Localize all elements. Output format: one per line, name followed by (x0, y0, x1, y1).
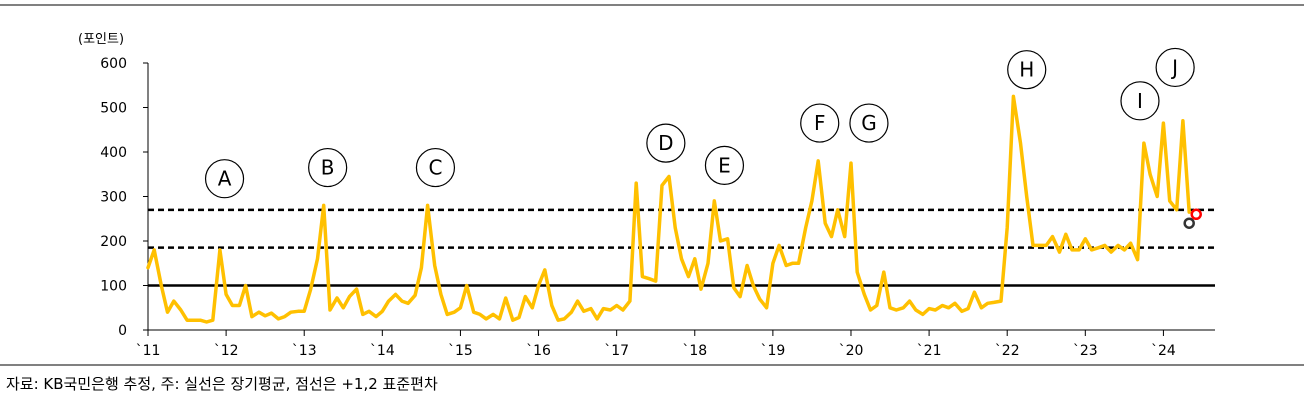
y-tick-label: 600 (100, 56, 127, 72)
annotation-circle (800, 103, 840, 143)
y-tick-label: 0 (118, 323, 127, 339)
y-axis: 0 100 200 300 400 500 600 (100, 56, 149, 339)
source-note: 자료: KB국민은행 추정, 주: 실선은 장기평균, 점선은 +1,2 표준편… (6, 375, 438, 393)
x-tick-label: `18 (682, 343, 707, 359)
y-tick-label: 400 (100, 145, 127, 161)
annotation-circle (849, 103, 889, 143)
annotation-label: D (658, 131, 673, 155)
x-tick-label: `20 (839, 343, 864, 359)
x-tick-label: `17 (604, 343, 629, 359)
annotation-label: G (861, 111, 877, 135)
x-tick-label: `15 (448, 343, 473, 359)
y-unit-label: (포인트) (78, 32, 124, 47)
annotation-circle (1155, 47, 1195, 88)
annotation-label: E (718, 153, 731, 177)
x-axis: `11 `12 `13 `14 `15 `16 `17 `18 `19 `20 `21 `22 `23 `… (136, 329, 1215, 359)
series-group (146, 94, 1191, 324)
event-annotations: A B C D E F G H I J (204, 47, 1195, 199)
y-tick-label: 200 (100, 234, 127, 250)
annotation-label: A (218, 167, 232, 191)
x-tick-label: `21 (917, 343, 942, 359)
end-marker (1183, 217, 1195, 229)
annotation-circle (308, 147, 348, 188)
annotation-circle (1120, 81, 1160, 121)
annotation-circle (1007, 50, 1047, 90)
annotation-label: I (1137, 89, 1143, 113)
x-tick-label: `14 (370, 343, 395, 359)
end-marker (1190, 208, 1202, 221)
x-tick-label: `12 (214, 343, 239, 359)
annotation-label: B (321, 156, 335, 180)
x-tick-label: `22 (995, 343, 1020, 359)
annotation-circle (415, 147, 456, 188)
end-markers (1183, 208, 1202, 229)
series-line (146, 94, 1191, 324)
y-tick-label: 300 (100, 190, 127, 206)
y-tick-label: 500 (100, 101, 127, 117)
annotation-circle (704, 145, 745, 185)
annotation-label: C (428, 156, 442, 180)
x-tick-label: `11 (136, 343, 161, 359)
x-tick-label: `23 (1073, 343, 1098, 359)
x-tick-label: `13 (292, 343, 317, 359)
x-tick-label: `24 (1151, 343, 1176, 359)
y-tick-label: 100 (100, 279, 127, 295)
x-tick-label: `16 (526, 343, 551, 359)
annotation-circle (204, 159, 245, 199)
annotation-label: J (1170, 55, 1178, 79)
reference-lines (148, 208, 1215, 287)
annotation-circle (646, 123, 686, 163)
annotation-label: F (814, 111, 826, 135)
annotation-label: H (1019, 58, 1034, 82)
x-tick-label: `19 (760, 343, 785, 359)
